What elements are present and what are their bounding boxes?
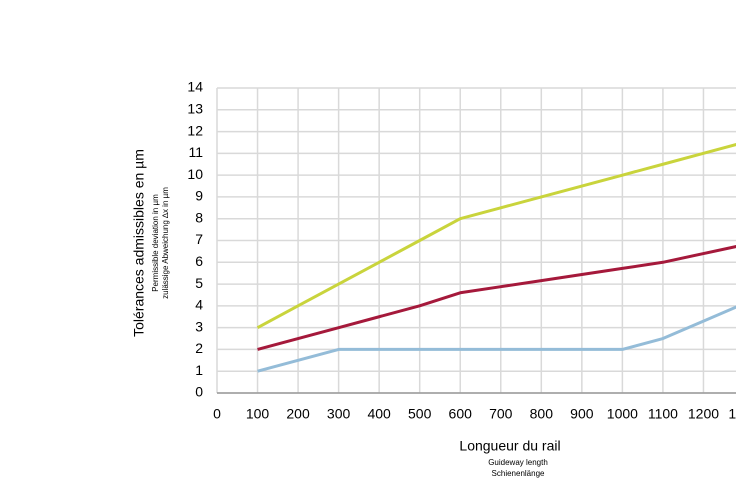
x-tick-label: 900: [570, 406, 594, 422]
y-tick-label: 1: [195, 362, 203, 378]
y-tick-label: 8: [195, 209, 203, 225]
x-tick-label: 100: [246, 406, 270, 422]
x-tick-label: 400: [367, 406, 391, 422]
y-tick-label: 2: [195, 340, 203, 356]
y-tick-label: 9: [195, 188, 203, 204]
y-tick-label: 6: [195, 253, 203, 269]
x-axis-subtitle: Schienenlänge: [492, 469, 545, 478]
x-tick-label: 700: [489, 406, 513, 422]
y-tick-label: 3: [195, 318, 203, 334]
line-series: [256, 143, 736, 329]
x-tick-label: 200: [286, 406, 310, 422]
y-axis-subtitle: Permissible deviation in µm: [151, 194, 160, 292]
y-tick-label: 7: [195, 231, 203, 247]
x-axis-title: Longueur du rail: [459, 438, 560, 454]
x-tick-label: 800: [530, 406, 554, 422]
y-tick-label: 11: [188, 144, 203, 160]
y-tick-label: 10: [187, 166, 203, 182]
y-tick-label: 12: [187, 122, 203, 138]
x-tick-label: 600: [449, 406, 473, 422]
x-tick-label: 1300: [728, 406, 736, 422]
x-tick-label: 500: [408, 406, 432, 422]
x-tick-label: 1200: [688, 406, 719, 422]
x-tick-label: 300: [327, 406, 351, 422]
line-series: [257, 305, 736, 373]
y-axis-subtitle: zulässige Abweichung ∆x in µm: [161, 187, 170, 299]
y-tick-label: 13: [187, 100, 203, 116]
y-tick-label: 5: [195, 275, 203, 291]
y-axis-title: Tolérances admissibles en µm: [131, 149, 147, 337]
x-axis-subtitle: Guideway length: [488, 458, 548, 467]
y-tick-label: 0: [195, 384, 203, 400]
x-tick-label: 1000: [607, 406, 638, 422]
line-series: [257, 245, 736, 351]
y-tick-label: 14: [187, 79, 203, 95]
x-tick-label: 1100: [648, 406, 678, 422]
y-tick-label: 4: [195, 297, 203, 313]
x-tick-label: 0: [213, 406, 221, 422]
